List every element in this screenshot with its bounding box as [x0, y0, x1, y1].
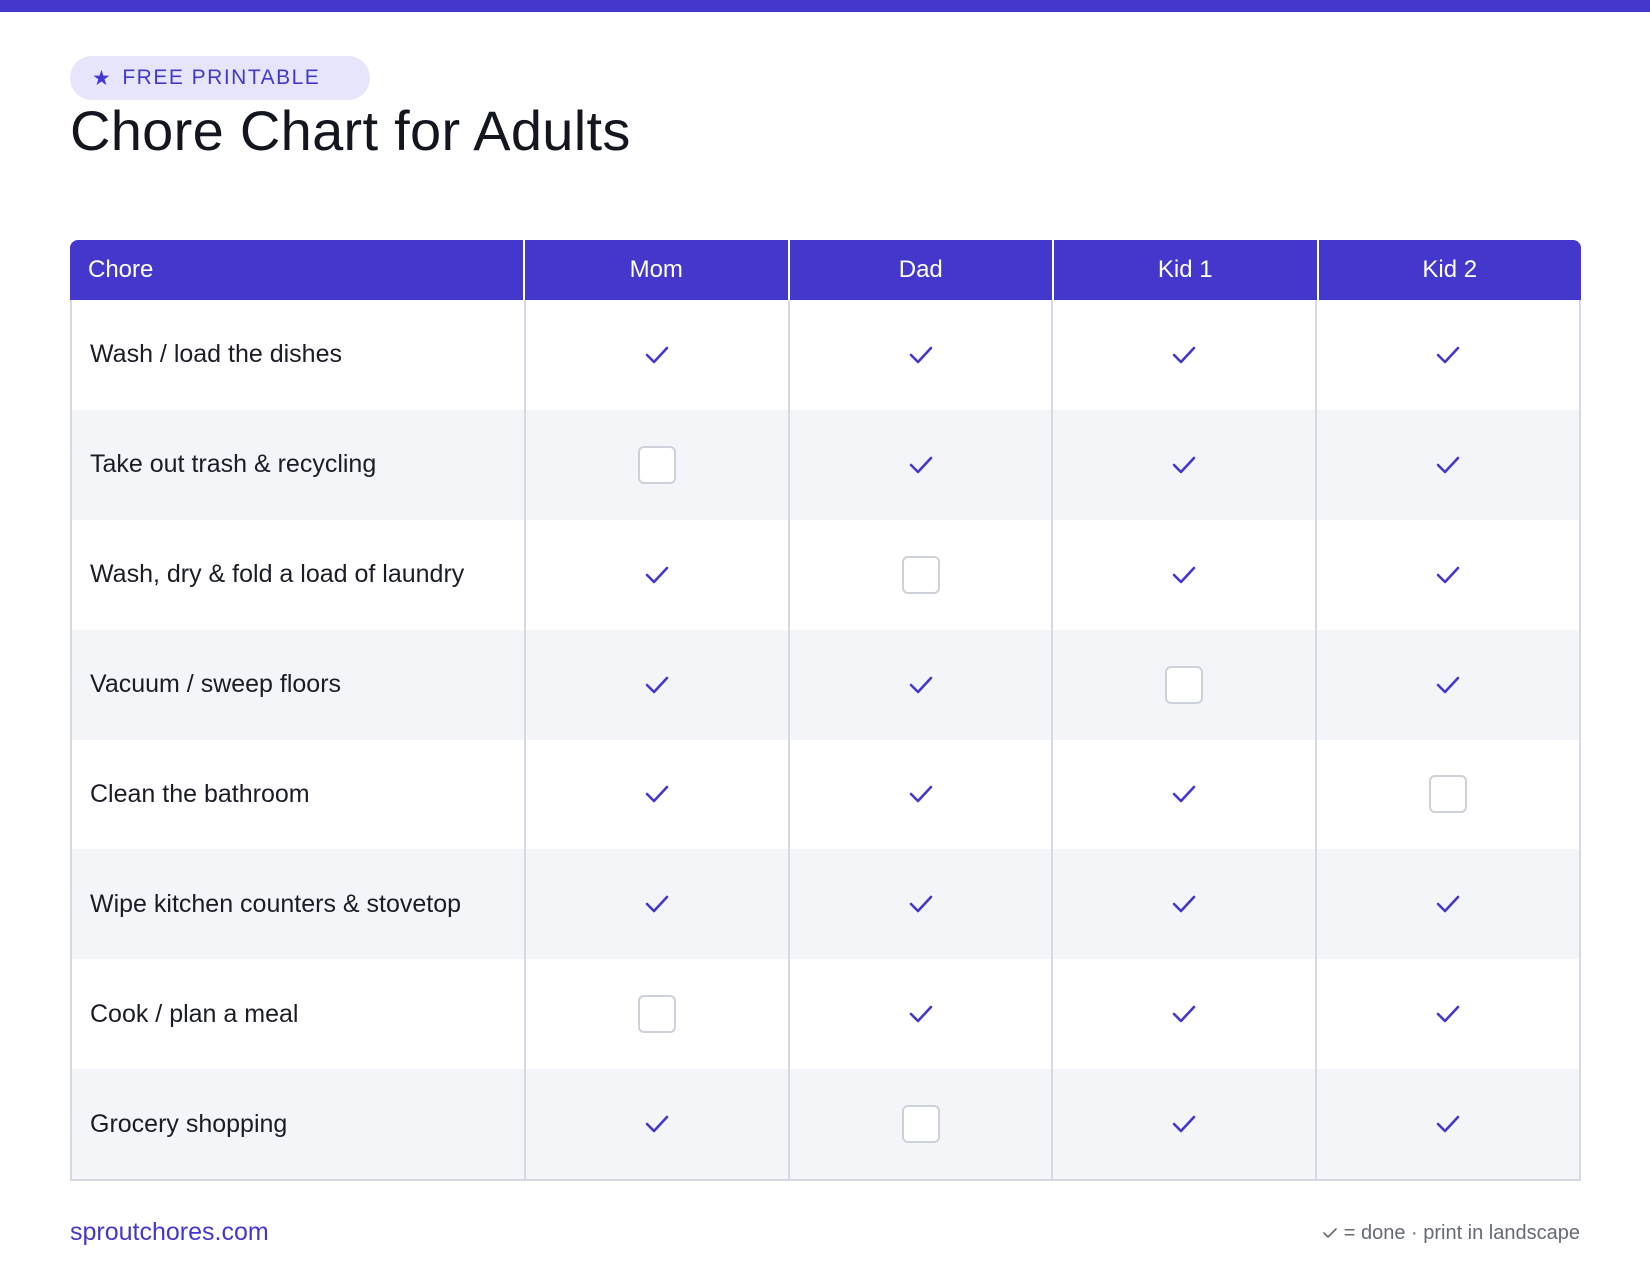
check-icon [644, 1114, 670, 1134]
status-cell[interactable] [787, 1069, 1052, 1179]
footer-legend: = done · print in landscape [1322, 1222, 1580, 1245]
column-header: Kid 1 [1052, 240, 1317, 300]
status-cell[interactable] [1051, 849, 1315, 960]
check-icon [1171, 1004, 1197, 1024]
status-cell[interactable] [523, 300, 788, 410]
status-cell[interactable] [787, 629, 1052, 740]
status-cell[interactable] [1051, 519, 1315, 630]
chore-label: Grocery shopping [90, 1109, 288, 1138]
check-icon [908, 345, 934, 365]
status-cell[interactable] [1315, 1069, 1579, 1179]
free-printable-badge: ★ FREE PRINTABLE [70, 56, 370, 100]
check-icon [908, 894, 934, 914]
status-cell[interactable] [1051, 300, 1315, 410]
check-icon [1171, 345, 1197, 365]
status-cell[interactable] [787, 959, 1052, 1070]
check-icon [644, 565, 670, 585]
check-icon [1435, 455, 1461, 475]
table-body: Wash / load the dishes Take out trash & r… [70, 300, 1581, 1181]
status-cell[interactable] [523, 959, 788, 1070]
status-cell[interactable] [1315, 849, 1579, 960]
table-row: Vacuum / sweep floors [72, 629, 1579, 740]
check-icon [644, 675, 670, 695]
status-cell[interactable] [1051, 959, 1315, 1070]
check-icon [1171, 894, 1197, 914]
empty-checkbox[interactable] [1429, 775, 1468, 814]
status-cell[interactable] [1315, 519, 1579, 630]
check-icon [644, 345, 670, 365]
status-cell[interactable] [787, 300, 1052, 410]
check-icon [1171, 1114, 1197, 1134]
check-icon [644, 784, 670, 804]
check-icon [1171, 784, 1197, 804]
empty-checkbox[interactable] [1165, 665, 1204, 704]
top-accent-bar [0, 0, 1650, 12]
check-icon [1435, 565, 1461, 585]
status-cell[interactable] [523, 739, 788, 850]
status-cell[interactable] [787, 739, 1052, 850]
status-cell[interactable] [523, 629, 788, 740]
status-cell[interactable] [1051, 739, 1315, 850]
status-cell[interactable] [1051, 409, 1315, 520]
check-icon [1435, 345, 1461, 365]
empty-checkbox[interactable] [901, 1105, 940, 1144]
status-cell[interactable] [787, 519, 1052, 630]
chore-label: Vacuum / sweep floors [90, 670, 342, 699]
legend-text: = done · print in landscape [1343, 1222, 1580, 1244]
status-cell[interactable] [1051, 1069, 1315, 1179]
check-icon [908, 784, 934, 804]
column-header: Dad [787, 240, 1053, 300]
status-cell[interactable] [1315, 739, 1579, 850]
empty-checkbox[interactable] [637, 995, 676, 1034]
table-row: Cook / plan a meal [72, 959, 1579, 1070]
column-header: Chore [88, 256, 154, 283]
page-title: Chore Chart for Adults [70, 99, 631, 162]
table-row: Grocery shopping [72, 1069, 1579, 1179]
chore-label: Take out trash & recycling [90, 450, 377, 479]
chore-label: Cook / plan a meal [90, 999, 299, 1028]
star-icon: ★ [92, 66, 113, 90]
chore-label: Wipe kitchen counters & stovetop [90, 889, 462, 918]
footer-site-link[interactable]: sproutchores.com [70, 1218, 269, 1246]
chore-label: Wash, dry & fold a load of laundry [90, 560, 465, 589]
check-icon [1322, 1222, 1338, 1245]
chore-label: Wash / load the dishes [90, 340, 342, 369]
check-icon [1171, 455, 1197, 475]
status-cell[interactable] [787, 409, 1052, 520]
table-row: Wash, dry & fold a load of laundry [72, 519, 1579, 630]
status-cell[interactable] [1051, 629, 1315, 740]
table-row: Clean the bathroom [72, 739, 1579, 850]
table-row: Wipe kitchen counters & stovetop [72, 849, 1579, 960]
chore-table: Chore Mom Dad Kid 1 Kid 2 Wash / load th… [70, 240, 1581, 1181]
status-cell[interactable] [787, 849, 1052, 960]
empty-checkbox[interactable] [901, 555, 940, 594]
check-icon [1435, 675, 1461, 695]
status-cell[interactable] [523, 1069, 788, 1179]
status-cell[interactable] [1315, 300, 1579, 410]
status-cell[interactable] [1315, 629, 1579, 740]
check-icon [644, 894, 670, 914]
status-cell[interactable] [523, 849, 788, 960]
status-cell[interactable] [523, 409, 788, 520]
check-icon [1435, 1114, 1461, 1134]
check-icon [908, 1004, 934, 1024]
column-header: Mom [523, 240, 788, 300]
empty-checkbox[interactable] [637, 445, 676, 484]
check-icon [908, 455, 934, 475]
status-cell[interactable] [1315, 959, 1579, 1070]
check-icon [908, 675, 934, 695]
status-cell[interactable] [523, 519, 788, 630]
check-icon [1435, 1004, 1461, 1024]
status-cell[interactable] [1315, 409, 1579, 520]
check-icon [1435, 894, 1461, 914]
table-row: Take out trash & recycling [72, 409, 1579, 520]
table-row: Wash / load the dishes [72, 300, 1579, 410]
badge-label: FREE PRINTABLE [122, 66, 321, 89]
table-header: Chore Mom Dad Kid 1 Kid 2 [70, 240, 1581, 300]
chore-label: Clean the bathroom [90, 779, 310, 808]
check-icon [1171, 565, 1197, 585]
column-header: Kid 2 [1316, 240, 1582, 300]
